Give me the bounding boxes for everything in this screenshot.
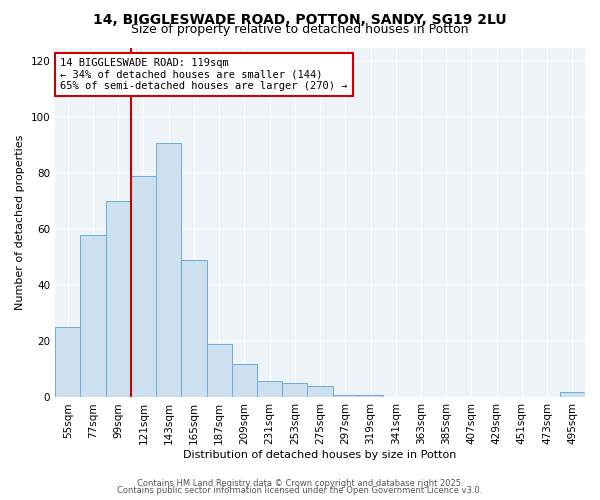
Bar [232,364,257,398]
Y-axis label: Number of detached properties: Number of detached properties [15,135,25,310]
Bar [106,202,131,398]
Text: Contains HM Land Registry data © Crown copyright and database right 2025.: Contains HM Land Registry data © Crown c… [137,478,463,488]
Bar [131,176,156,398]
Bar [257,380,282,398]
Bar [206,344,232,398]
Bar [358,394,383,398]
Bar [560,392,585,398]
Bar [181,260,206,398]
X-axis label: Distribution of detached houses by size in Potton: Distribution of detached houses by size … [184,450,457,460]
Bar [307,386,332,398]
Bar [156,142,181,398]
Text: 14 BIGGLESWADE ROAD: 119sqm
← 34% of detached houses are smaller (144)
65% of se: 14 BIGGLESWADE ROAD: 119sqm ← 34% of det… [61,58,348,91]
Text: 14, BIGGLESWADE ROAD, POTTON, SANDY, SG19 2LU: 14, BIGGLESWADE ROAD, POTTON, SANDY, SG1… [93,12,507,26]
Bar [282,384,307,398]
Bar [332,394,358,398]
Bar [80,235,106,398]
Bar [55,328,80,398]
Text: Contains public sector information licensed under the Open Government Licence v3: Contains public sector information licen… [118,486,482,495]
Text: Size of property relative to detached houses in Potton: Size of property relative to detached ho… [131,22,469,36]
